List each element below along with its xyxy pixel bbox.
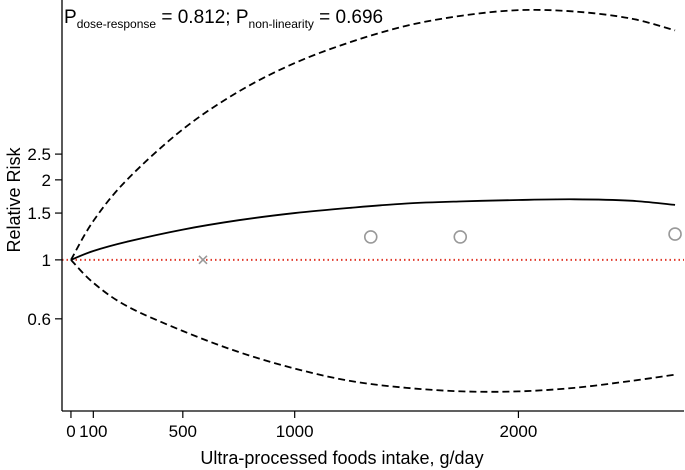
p-nonlinearity-label: P — [236, 7, 249, 28]
y-tick-label: 0.6 — [27, 310, 51, 329]
x-axis-title: Ultra-processed foods intake, g/day — [200, 448, 483, 468]
upper-ci-line — [70, 8, 676, 261]
y-tick-label: 1.5 — [27, 204, 51, 223]
y-axis-ticks: 0.6 1 1.5 2 2.5 — [27, 145, 62, 329]
lower-ci-line — [70, 259, 676, 393]
y-axis-title: Relative Risk — [4, 146, 24, 252]
x-tick-label: 1000 — [276, 422, 314, 441]
series-layer — [70, 8, 676, 393]
study-point-circle-marker — [668, 227, 682, 241]
p-dose-value: = 0.812; — [156, 7, 236, 28]
p-nonlinearity-subscript: non-linearity — [249, 17, 314, 31]
p-dose-label: P — [64, 7, 77, 28]
y-tick-label: 2.5 — [27, 145, 51, 164]
y-tick-label: 2 — [42, 171, 51, 190]
study-points-layer — [198, 227, 682, 265]
x-tick-label: 0 — [66, 422, 75, 441]
x-axis-ticks: 0 100 500 1000 2000 — [66, 411, 537, 441]
p-dose-subscript: dose-response — [77, 17, 157, 31]
rr-estimate-line — [70, 198, 676, 261]
x-tick-label: 2000 — [500, 422, 538, 441]
y-tick-label: 1 — [42, 251, 51, 270]
x-tick-label: 100 — [79, 422, 107, 441]
study-point-circle-marker — [453, 230, 468, 244]
p-value-annotation: Pdose-response = 0.812; Pnon-linearity =… — [64, 7, 383, 31]
p-nonlinearity-value: = 0.696 — [314, 7, 383, 28]
study-point-x-marker — [198, 255, 208, 265]
study-point-circle-marker — [363, 230, 378, 244]
x-tick-label: 500 — [169, 422, 197, 441]
x-marker-stroke — [198, 255, 208, 265]
